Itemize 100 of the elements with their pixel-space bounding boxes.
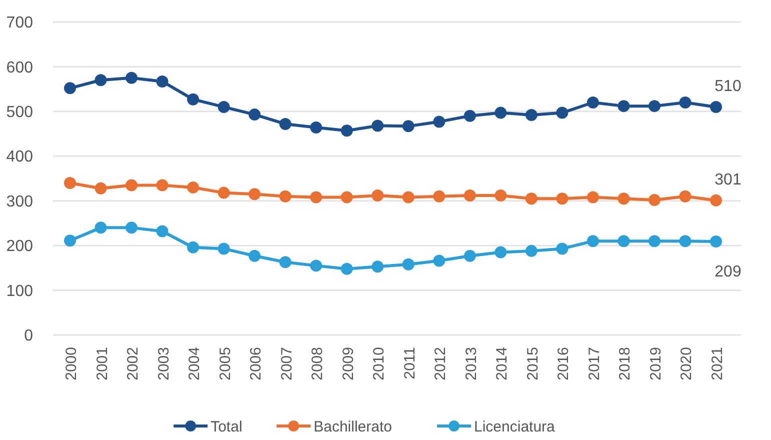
point [618, 235, 630, 248]
point [525, 192, 538, 205]
point [433, 116, 446, 128]
x-tick-label: 2008 [309, 347, 326, 380]
point [187, 241, 200, 254]
y-tick-label: 600 [6, 59, 34, 76]
point [494, 106, 507, 119]
point [372, 260, 384, 273]
point [156, 75, 168, 88]
point [648, 235, 660, 248]
point [494, 189, 507, 202]
point [433, 254, 446, 267]
point [64, 234, 76, 247]
legend-label: Licenciatura [474, 418, 556, 436]
point [464, 110, 476, 122]
point [248, 108, 261, 121]
y-tick-label: 100 [6, 282, 34, 300]
point [586, 191, 599, 204]
x-tick-label: 2012 [432, 347, 450, 380]
x-tick-label: 2002 [124, 347, 142, 380]
point [340, 124, 353, 137]
point [710, 236, 722, 248]
point [402, 120, 414, 132]
point [218, 186, 230, 199]
point [586, 235, 599, 248]
point [248, 250, 261, 262]
x-tick-label: 2013 [462, 347, 480, 380]
annotation: 209 [714, 264, 742, 281]
point [525, 109, 538, 122]
point [556, 106, 568, 119]
y-tick-label: 400 [6, 148, 34, 166]
y-tick-label: 500 [6, 104, 34, 122]
x-tick-label: 2019 [647, 347, 664, 380]
point [618, 100, 630, 112]
legend-label: Bachillerato [314, 418, 392, 436]
point [279, 190, 292, 202]
point [94, 182, 107, 194]
point [218, 100, 230, 113]
point [433, 190, 446, 202]
point [126, 179, 138, 192]
point [556, 242, 568, 255]
x-tick-label: 2000 [63, 347, 80, 380]
point [402, 258, 414, 270]
point [464, 189, 476, 202]
point [679, 190, 692, 202]
point [64, 82, 76, 94]
point [494, 246, 507, 258]
point [586, 96, 599, 108]
x-tick-label: 2001 [94, 347, 111, 380]
x-tick-label: 2018 [616, 347, 634, 380]
point [94, 74, 107, 86]
point [126, 72, 138, 84]
x-tick-label: 2009 [340, 347, 357, 380]
point [94, 222, 107, 234]
legend-label: Total [210, 418, 242, 436]
x-tick-label: 2017 [586, 347, 603, 380]
point [156, 179, 168, 192]
point [310, 191, 322, 204]
point [679, 235, 692, 248]
x-tick-label: 2007 [278, 347, 296, 380]
point [464, 250, 476, 262]
point [126, 222, 138, 234]
x-tick-label: 2005 [216, 347, 234, 380]
point [679, 96, 692, 108]
point [402, 191, 414, 204]
x-tick-label: 2010 [370, 347, 388, 380]
point [218, 242, 230, 255]
x-tick-label: 2011 [401, 347, 418, 380]
x-tick-label: 2021 [709, 347, 726, 380]
point [372, 120, 384, 132]
point [710, 194, 722, 206]
point [279, 118, 292, 130]
point [310, 260, 322, 272]
point [187, 181, 200, 194]
x-tick-label: 2015 [524, 347, 542, 380]
y-tick-label: 0 [24, 328, 34, 345]
annotation: 301 [714, 171, 742, 188]
x-tick-label: 2004 [186, 347, 204, 380]
point [340, 262, 353, 275]
annotation: 510 [714, 78, 742, 95]
x-tick-label: 2020 [678, 347, 696, 380]
point [187, 93, 200, 106]
x-tick-label: 2003 [155, 347, 172, 380]
point [156, 225, 168, 238]
point [648, 194, 660, 206]
x-tick-label: 2006 [248, 347, 265, 380]
point [710, 100, 722, 113]
y-tick-label: 200 [6, 238, 34, 256]
point [340, 191, 353, 204]
point [310, 122, 322, 134]
point [279, 256, 292, 268]
point [648, 100, 660, 112]
point [64, 176, 76, 189]
x-tick-label: 2016 [555, 347, 572, 380]
point [372, 189, 384, 202]
point [248, 188, 261, 200]
point [525, 244, 538, 257]
point [618, 192, 630, 205]
x-tick-label: 2014 [494, 347, 511, 380]
y-tick-label: 700 [6, 14, 34, 32]
